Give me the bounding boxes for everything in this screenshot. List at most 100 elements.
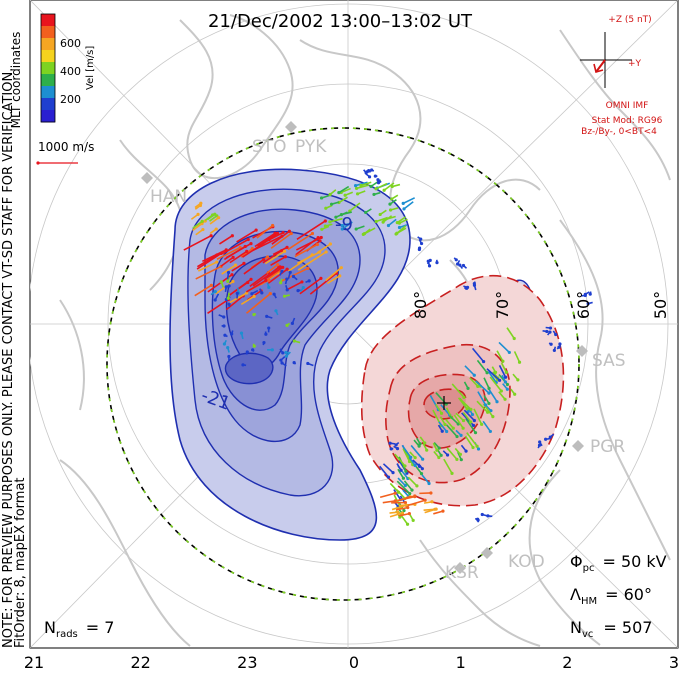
velocity-vector-origin [429,491,433,495]
velocity-vector-origin [504,370,508,374]
velocity-vector-origin [537,443,542,447]
velocity-vector-origin [393,491,397,495]
velocity-vector-origin [213,289,217,294]
velocity-vector-origin [290,321,295,325]
velocity-vector [397,468,405,479]
velocity-vector-origin [281,351,285,355]
velocity-vector [391,504,407,511]
velocity-vector-origin [397,221,401,225]
velocity-vector-origin [403,500,408,505]
colorbar-segment [41,50,55,63]
velocity-vector-origin [390,197,394,201]
velocity-vector-origin [227,302,231,306]
velocity-vector [443,458,453,474]
velocity-vector-origin [450,471,454,475]
velocity-vector [270,256,286,267]
station-label-kod: KOD [508,552,545,572]
velocity-vector-origin [554,332,558,337]
velocity-vector-origin [283,255,288,259]
velocity-vector-origin [279,358,283,362]
velocity-vector [249,272,269,287]
velocity-vector-origin [516,378,520,382]
velocity-vector-origin [285,323,289,327]
velocity-vector-origin [544,437,548,441]
velocity-vector [473,408,483,425]
lat-label-60: 60° [574,291,593,319]
velocity-vector-origin [548,330,552,334]
velocity-vector-origin [517,360,522,364]
velocity-vector [219,235,233,245]
velocity-vector-origin [275,231,280,235]
velocity-vector [240,295,255,305]
velocity-vector-origin [319,276,323,280]
velocity-vector [245,279,267,293]
velocity-vector-origin [455,434,459,439]
velocity-vector [355,181,368,187]
velocity-vector [231,262,245,272]
velocity-vector [487,371,497,383]
velocity-vector-origin [235,291,239,296]
velocity-vector-origin [466,409,470,413]
velocity-vector-origin [274,309,278,313]
velocity-vector-origin [291,274,296,279]
velocity-vector [403,480,413,491]
velocity-vector-origin [434,507,438,511]
velocity-vector-origin [224,248,228,252]
velocity-vector [309,272,337,295]
velocity-vector-origin [420,467,424,471]
velocity-vector-origin [445,453,450,457]
velocity-vector-origin [413,495,417,499]
velocity-vector [382,215,393,223]
velocity-vector-origin [503,375,508,379]
velocity-vector [256,224,274,239]
velocity-vector-origin [472,418,476,423]
velocity-vector-origin [413,456,417,460]
velocity-vector-origin [200,219,204,223]
velocity-vector-origin [267,285,271,290]
reference-vector: 1000 m/s [36,140,94,165]
velocity-vector-origin [505,387,509,391]
velocity-vector-origin [226,279,230,283]
velocity-vector-origin [417,464,422,468]
velocity-vector [202,249,227,263]
velocity-vector [196,252,222,270]
velocity-vector [271,230,290,245]
velocity-vector-origin [406,506,410,510]
velocity-vector [397,495,415,502]
velocity-vector [403,201,414,210]
velocity-vector-origin [388,441,392,445]
velocity-vector [477,391,487,406]
mlt-tick-label: 2 [562,653,572,672]
velocity-vector-origin [501,359,505,363]
velocity-vector-origin [389,447,393,451]
velocity-vector-origin [264,332,268,336]
velocity-vector-origin [435,448,439,452]
velocity-vector-origin [245,350,249,354]
velocity-vector-origin [374,219,378,224]
velocity-vector-origin [319,196,324,200]
velocity-vector-origin [404,469,408,473]
velocity-vector [220,256,234,267]
velocity-vector [445,424,458,438]
velocity-vector-origin [437,446,441,450]
velocity-vector-origin [499,389,503,393]
colorbar-segment [41,38,55,51]
velocity-vector-origin [461,263,466,268]
preview-note: NOTE: FOR PREVIEW PURPOSES ONLY. PLEASE … [1,68,16,648]
velocity-vector-origin [491,415,495,419]
lat-label-50: 50° [651,291,670,319]
velocity-vector [286,281,303,291]
velocity-vector [197,261,218,272]
velocity-vector [316,243,331,254]
velocity-vector-origin [262,257,266,262]
velocity-vector-origin [370,168,374,172]
velocity-vector-origin [401,476,406,480]
velocity-vector-origin [419,241,424,246]
velocity-vector-origin [252,344,256,348]
velocity-vector-origin [239,331,244,335]
velocity-vector [469,377,479,387]
velocity-vector [209,217,220,225]
velocity-vector-origin [382,188,386,192]
fit-order-note: FitOrder: 8, mapEX format [13,477,28,648]
velocity-vector-origin [226,296,230,300]
